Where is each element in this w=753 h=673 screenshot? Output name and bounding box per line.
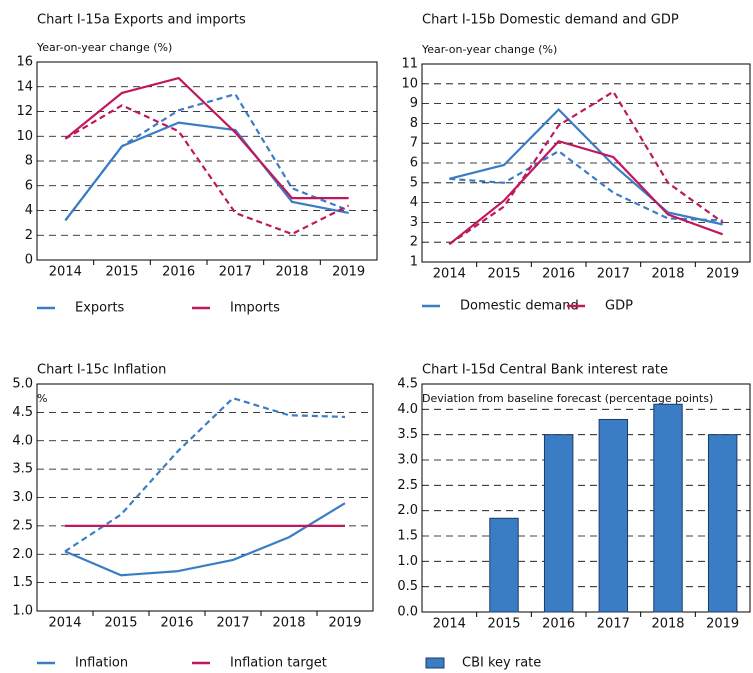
y-tick-label: 3.0 <box>397 453 418 468</box>
y-tick-label: 4 <box>410 195 418 210</box>
y-tick-label: 5 <box>410 175 418 190</box>
y-tick-label: 3 <box>410 215 418 230</box>
y-tick-label: 8 <box>25 154 33 169</box>
y-tick-label: 10 <box>16 129 33 144</box>
line <box>448 139 724 246</box>
chart-title: Chart I-15a Exports and imports <box>37 13 246 28</box>
y-tick-label: 4.0 <box>12 433 33 448</box>
y-tick-label: 0.5 <box>397 579 418 594</box>
chart-title: Chart I-15d Central Bank interest rate <box>422 363 668 378</box>
x-tick-label: 2014 <box>48 616 81 631</box>
y-tick-label: 11 <box>401 57 418 72</box>
bar <box>489 517 519 613</box>
y-tick-label: 2 <box>410 235 418 250</box>
x-tick-label: 2014 <box>49 265 82 280</box>
legend-label: Domestic demand <box>460 299 579 314</box>
x-tick-label: 2019 <box>332 265 365 280</box>
dashed-line <box>64 104 350 236</box>
y-tick-label: 2.0 <box>397 503 418 518</box>
y-axis-label: Year-on-year change (%) <box>36 41 172 54</box>
y-tick-label: 3.0 <box>12 490 33 505</box>
x-tick-label: 2014 <box>433 267 466 282</box>
x-tick-label: 2018 <box>275 265 308 280</box>
y-tick-label: 1.0 <box>12 604 33 619</box>
x-tick-label: 2015 <box>487 617 520 632</box>
line <box>449 107 723 226</box>
y-tick-label: 8 <box>410 116 418 131</box>
bar <box>598 418 629 613</box>
y-tick-label: 2 <box>25 228 33 243</box>
line <box>64 502 346 577</box>
x-tick-label: 2016 <box>162 265 195 280</box>
y-tick-label: 0 <box>25 253 33 268</box>
y-tick-label: 6 <box>25 178 33 193</box>
y-tick-label: 6 <box>410 156 418 171</box>
x-tick-label: 2017 <box>219 265 252 280</box>
legend-label: Imports <box>230 301 280 316</box>
x-tick-label: 2017 <box>597 267 630 282</box>
x-tick-label: 2016 <box>160 616 193 631</box>
y-tick-label: 0.0 <box>397 605 418 620</box>
legend-label: Inflation <box>75 656 128 671</box>
y-axis-label: Year-on-year change (%) <box>421 43 557 56</box>
line <box>64 76 349 200</box>
x-tick-label: 2019 <box>328 616 361 631</box>
y-tick-label: 2.0 <box>12 547 33 562</box>
dashed-line <box>448 90 724 246</box>
legend-swatch <box>425 657 445 669</box>
y-tick-label: 5.0 <box>12 377 33 392</box>
y-tick-label: 1.5 <box>397 529 418 544</box>
y-tick-label: 1 <box>410 255 418 270</box>
x-tick-label: 2018 <box>272 616 305 631</box>
legend-label: CBI key rate <box>462 656 541 671</box>
y-axis-label: % <box>37 392 47 405</box>
x-tick-label: 2015 <box>104 616 137 631</box>
y-tick-label: 14 <box>16 79 33 94</box>
x-tick-label: 2018 <box>651 617 684 632</box>
dashed-line <box>64 396 346 553</box>
bar <box>653 403 683 613</box>
legend-label: GDP <box>605 299 633 314</box>
x-tick-label: 2015 <box>105 265 138 280</box>
legend-label: Exports <box>75 301 125 316</box>
x-tick-label: 2016 <box>542 617 575 632</box>
x-tick-label: 2014 <box>433 617 466 632</box>
bar <box>543 434 574 613</box>
x-tick-label: 2017 <box>216 616 249 631</box>
x-tick-label: 2019 <box>706 617 739 632</box>
dashed-line <box>64 92 350 222</box>
x-tick-label: 2015 <box>487 267 520 282</box>
y-tick-label: 9 <box>410 96 418 111</box>
line <box>64 121 349 222</box>
x-tick-label: 2017 <box>597 617 630 632</box>
y-tick-label: 3.5 <box>397 427 418 442</box>
x-tick-label: 2018 <box>651 267 684 282</box>
y-tick-label: 2.5 <box>397 478 418 493</box>
x-tick-label: 2019 <box>706 267 739 282</box>
chart-title: Chart I-15c Inflation <box>37 363 166 378</box>
y-tick-label: 4.0 <box>397 402 418 417</box>
y-tick-label: 16 <box>16 55 33 70</box>
y-tick-label: 2.5 <box>12 518 33 533</box>
y-tick-label: 3.5 <box>12 462 33 477</box>
plot-frame <box>421 383 751 613</box>
chart-title: Chart I-15b Domestic demand and GDP <box>422 13 679 28</box>
y-axis-label: Deviation from baseline forecast (percen… <box>422 392 713 405</box>
y-tick-label: 4.5 <box>397 377 418 392</box>
x-tick-label: 2016 <box>542 267 575 282</box>
legend-label: Inflation target <box>230 656 327 671</box>
y-tick-label: 1.5 <box>12 575 33 590</box>
bar <box>707 434 738 613</box>
y-tick-label: 12 <box>16 104 33 119</box>
y-tick-label: 4 <box>25 203 33 218</box>
y-tick-label: 10 <box>401 76 418 91</box>
y-tick-label: 4.5 <box>12 405 33 420</box>
y-tick-label: 1.0 <box>397 554 418 569</box>
y-tick-label: 7 <box>410 136 418 151</box>
dashed-line <box>449 149 723 222</box>
